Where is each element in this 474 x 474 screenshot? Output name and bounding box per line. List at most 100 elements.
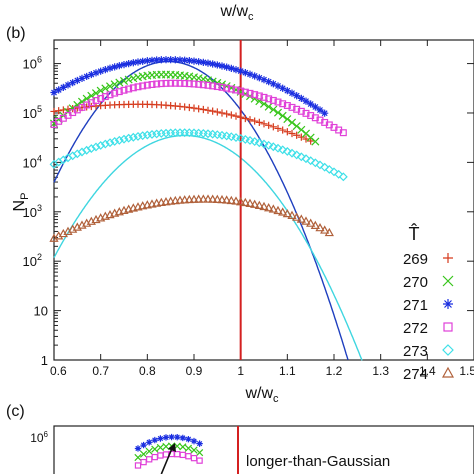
data-point bbox=[59, 83, 67, 91]
data-point bbox=[283, 102, 291, 109]
data-point bbox=[268, 204, 278, 213]
data-point bbox=[301, 154, 311, 164]
data-point bbox=[274, 82, 282, 90]
data-point bbox=[255, 118, 263, 127]
data-point bbox=[153, 56, 161, 64]
data-point bbox=[115, 78, 124, 87]
data-point bbox=[287, 148, 297, 158]
top-xlabel: w/wc bbox=[219, 3, 254, 23]
data-point bbox=[297, 133, 305, 141]
data-point bbox=[223, 84, 231, 92]
data-point bbox=[195, 58, 203, 66]
y-tick-label: 105 bbox=[23, 104, 42, 121]
data-point bbox=[170, 195, 180, 205]
data-point bbox=[162, 434, 170, 441]
data-point bbox=[198, 194, 208, 203]
x-tick-labels: 0.6 0.7 0.8 0.9 1 1.1 1.2 1.3 1.4 1.5 bbox=[50, 364, 474, 378]
data-point bbox=[329, 167, 339, 177]
data-point bbox=[311, 103, 319, 111]
data-point bbox=[111, 89, 119, 97]
y-tick-labels: 1 10 102 103 104 105 106 bbox=[23, 55, 48, 368]
data-point bbox=[232, 86, 240, 94]
data-point bbox=[282, 146, 292, 156]
data-point bbox=[115, 62, 123, 70]
data-point bbox=[297, 125, 306, 134]
data-point bbox=[255, 92, 263, 100]
data-point bbox=[287, 210, 297, 219]
data-point bbox=[151, 453, 158, 461]
data-point bbox=[297, 107, 305, 115]
data-point bbox=[134, 445, 142, 452]
data-point bbox=[168, 433, 175, 441]
data-point bbox=[443, 253, 453, 263]
data-point bbox=[232, 112, 240, 120]
data-point bbox=[92, 97, 100, 104]
data-point bbox=[194, 194, 204, 203]
data-point bbox=[208, 194, 218, 203]
data-point bbox=[156, 197, 166, 207]
legend-label: 274 bbox=[403, 366, 428, 383]
data-point bbox=[157, 452, 164, 459]
data-point bbox=[176, 56, 184, 64]
data-point bbox=[124, 75, 133, 84]
x-axis-label: w/wc bbox=[244, 385, 279, 405]
data-point bbox=[189, 194, 199, 203]
data-point bbox=[167, 56, 175, 64]
data-point bbox=[87, 70, 95, 79]
data-point bbox=[218, 62, 226, 70]
panel-c-annotation: longer-than-Gaussian bbox=[246, 453, 390, 470]
data-point bbox=[209, 107, 217, 115]
data-point bbox=[195, 449, 204, 457]
data-point bbox=[442, 275, 454, 287]
panel-c: (c) 106 longer-than-Gaussian bbox=[6, 403, 474, 474]
legend-label: 272 bbox=[403, 320, 428, 337]
panel-c-ytick: 106 bbox=[30, 430, 48, 445]
data-point bbox=[190, 446, 198, 454]
data-point bbox=[315, 160, 325, 170]
data-series bbox=[49, 56, 348, 242]
data-point bbox=[101, 66, 109, 74]
data-point bbox=[246, 70, 254, 78]
data-point bbox=[269, 96, 277, 104]
data-point bbox=[283, 115, 292, 124]
series-274 bbox=[49, 194, 334, 242]
annotation-arrow bbox=[160, 445, 174, 474]
data-point bbox=[204, 106, 212, 114]
x-tick-label: 1.4 bbox=[419, 364, 436, 378]
data-point bbox=[273, 143, 283, 153]
data-point bbox=[190, 104, 198, 112]
data-point bbox=[106, 64, 114, 72]
data-point bbox=[111, 63, 119, 71]
data-point bbox=[190, 454, 198, 462]
data-point bbox=[171, 56, 179, 64]
data-point bbox=[213, 108, 221, 116]
data-point bbox=[162, 56, 170, 64]
data-point bbox=[251, 117, 259, 125]
data-point bbox=[227, 85, 235, 93]
series-273 bbox=[49, 128, 348, 182]
data-point bbox=[217, 194, 227, 204]
data-point bbox=[259, 139, 269, 149]
data-point bbox=[105, 138, 115, 148]
data-point bbox=[55, 107, 63, 115]
data-point bbox=[124, 133, 134, 143]
data-point bbox=[293, 105, 301, 113]
data-point bbox=[91, 142, 101, 152]
data-point bbox=[218, 109, 226, 117]
data-point bbox=[259, 201, 269, 211]
data-point bbox=[55, 86, 63, 94]
data-point bbox=[82, 145, 92, 155]
data-point bbox=[260, 76, 268, 84]
data-point bbox=[184, 194, 194, 204]
data-point bbox=[171, 79, 179, 87]
data-point bbox=[316, 106, 324, 114]
data-point bbox=[175, 195, 185, 204]
data-point bbox=[274, 98, 282, 106]
plot-frame bbox=[53, 39, 474, 361]
data-point bbox=[204, 59, 212, 67]
data-point bbox=[153, 80, 161, 88]
panel-c-label: (c) bbox=[6, 403, 25, 420]
y-tick-label: 102 bbox=[23, 252, 42, 269]
data-point bbox=[251, 91, 259, 99]
data-point bbox=[145, 447, 153, 455]
